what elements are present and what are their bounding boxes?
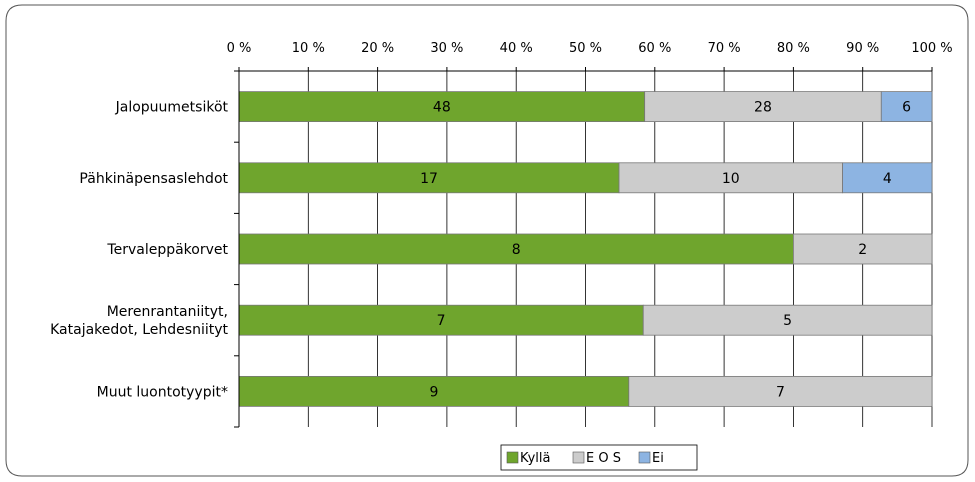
bar-segment bbox=[238, 162, 620, 194]
bar-segment bbox=[238, 91, 646, 122]
data-label: 7 bbox=[776, 384, 785, 400]
bar-segment bbox=[880, 91, 933, 122]
bars: 48 28 617 10 48 27 59 7 bbox=[238, 91, 933, 407]
data-label: 6 bbox=[902, 100, 911, 116]
legend-label: Ei bbox=[652, 451, 664, 466]
category-label: Pähkinäpensaslehdot bbox=[79, 171, 228, 187]
category-label: Merenrantaniityt, bbox=[107, 304, 228, 320]
category-label: Muut luontotyypit* bbox=[97, 384, 228, 400]
x-tick-label: 10 % bbox=[292, 41, 325, 56]
legend-label: E O S bbox=[586, 451, 621, 466]
bar-segment bbox=[793, 233, 933, 265]
data-label: 5 bbox=[783, 313, 792, 329]
x-tick-label: 90 % bbox=[846, 41, 879, 56]
x-tick-label: 30 % bbox=[430, 41, 463, 56]
bar-segment bbox=[842, 162, 933, 194]
chart: 48 28 617 10 48 27 59 7 0 % 10 % 20 % 30 % 40 % 50 %… bbox=[5, 4, 969, 477]
x-tick-label: 60 % bbox=[638, 41, 671, 56]
category-label: Tervaleppäkorvet bbox=[106, 242, 228, 258]
x-tick-label: 50 % bbox=[569, 41, 602, 56]
x-tick-label: 100 % bbox=[911, 41, 952, 56]
data-label: 9 bbox=[429, 384, 438, 400]
data-label: 28 bbox=[754, 100, 772, 116]
category-label: Jalopuumetsiköt bbox=[115, 100, 229, 116]
x-tick-label: 0 % bbox=[227, 41, 252, 56]
x-tick-label: 70 % bbox=[708, 41, 741, 56]
bar-segment bbox=[642, 304, 933, 336]
bar-segment bbox=[628, 375, 933, 407]
data-label: 4 bbox=[883, 171, 892, 187]
data-label: 7 bbox=[437, 313, 446, 329]
data-label: 48 bbox=[433, 100, 451, 116]
data-label: 17 bbox=[420, 171, 438, 187]
x-tick-label: 80 % bbox=[777, 41, 810, 56]
legend-swatch bbox=[506, 451, 519, 464]
category-label: Katajakedot, Lehdesniityt bbox=[50, 322, 228, 338]
x-tick-label: 40 % bbox=[500, 41, 533, 56]
data-label: 2 bbox=[858, 242, 867, 258]
axes: 0 % 10 % 20 % 30 % 40 % 50 % 60 % 70 % 80 % 90 % 1… bbox=[50, 41, 953, 428]
x-tick-label: 20 % bbox=[361, 41, 394, 56]
legend-swatch bbox=[638, 451, 651, 464]
data-label: 10 bbox=[722, 171, 740, 187]
legend: Kyllä E O S Ei bbox=[500, 444, 698, 471]
legend-swatch bbox=[572, 451, 585, 464]
legend-box bbox=[500, 444, 698, 471]
legend-label: Kyllä bbox=[520, 451, 550, 466]
bar-segment bbox=[644, 91, 882, 122]
bar-segment bbox=[238, 304, 644, 336]
data-label: 8 bbox=[512, 242, 521, 258]
